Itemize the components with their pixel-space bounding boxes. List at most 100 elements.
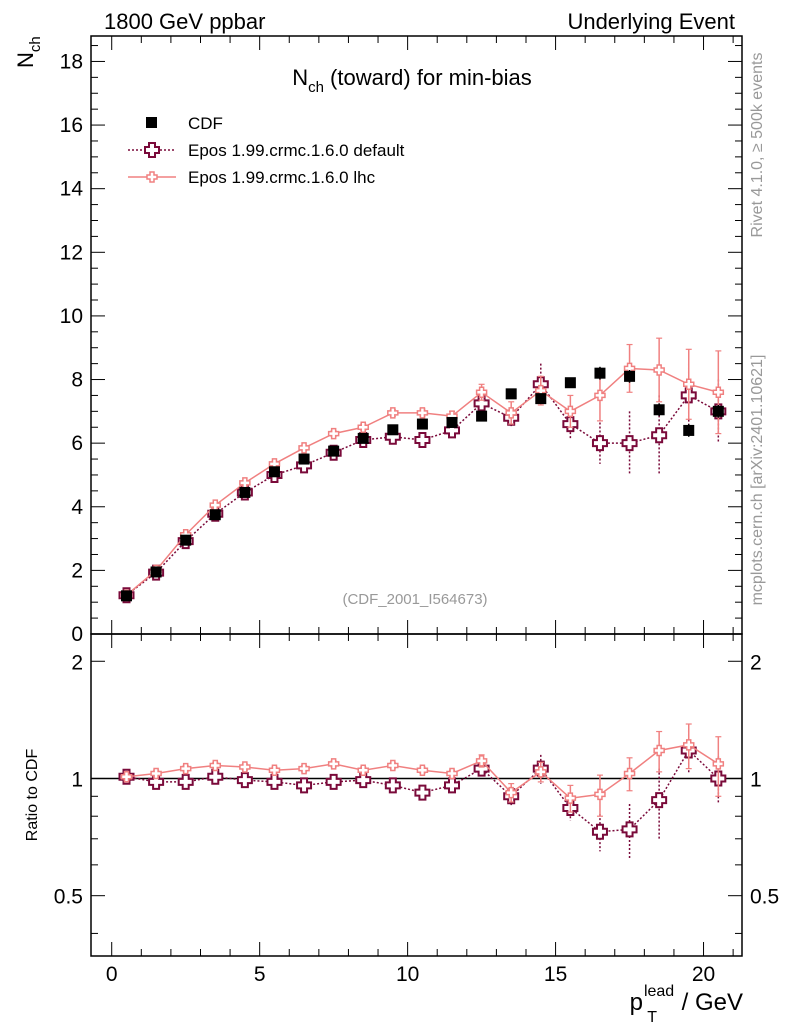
ratio-point-lhc	[209, 759, 222, 772]
main-y-tick-label: 12	[60, 241, 83, 264]
main-panel: 0 2 4 6 8 10 12 14 16 18	[60, 35, 743, 646]
ratio-point-default	[384, 777, 401, 794]
xlabel-main: p	[630, 989, 643, 1016]
ratio-point-lhc	[179, 762, 192, 775]
main-point-data	[328, 445, 340, 457]
ratio-y-tick-label-right: 0.5	[750, 886, 779, 909]
main-point-lhc	[653, 364, 665, 376]
ratio-panel: 0 5 10 15 20 0.5 0.5 1 1 2 2	[54, 633, 779, 986]
legend: CDF Epos 1.99.crmc.1.6.0 default Epos 1.…	[128, 114, 405, 187]
main-y-tick-label: 14	[60, 178, 84, 201]
xlabel-sup: lead	[644, 983, 674, 1000]
main-point-data	[476, 410, 488, 422]
ratio-y-tick-label-left: 0.5	[54, 886, 83, 909]
main-point-data	[712, 405, 724, 417]
ratio-point-lhc	[150, 767, 162, 780]
ratio-point-default	[651, 792, 668, 809]
main-point-data	[121, 590, 133, 602]
ratio-point-default	[296, 777, 313, 794]
ratio-point-lhc	[120, 771, 133, 783]
ratio-point-lhc	[653, 744, 665, 757]
ratio-point-lhc	[446, 767, 458, 780]
main-point-lhc	[475, 386, 488, 399]
main-point-default	[591, 435, 608, 452]
main-point-data	[150, 566, 162, 578]
ratio-ylabel: Ratio to CDF	[24, 749, 41, 842]
main-point-data	[683, 424, 695, 436]
ratio-point-default	[148, 773, 165, 790]
ratio-point-lhc	[416, 764, 429, 776]
ratio-point-default	[621, 821, 638, 838]
ratio-frame	[90, 633, 743, 957]
main-point-lhc	[416, 407, 429, 419]
x-tick-label: 0	[106, 963, 118, 986]
ratio-y-tick-label-right: 1	[750, 768, 762, 791]
legend-marker-lhc	[146, 171, 158, 183]
main-point-data	[505, 388, 517, 400]
ratio-point-default	[473, 760, 490, 777]
analysis-watermark: (CDF_2001_I564673)	[342, 591, 487, 608]
main-y-tick-label: 6	[71, 432, 83, 455]
ratio-point-default	[236, 772, 253, 789]
ratio-point-lhc	[327, 758, 340, 770]
main-point-lhc	[594, 389, 606, 402]
ratio-point-lhc	[298, 762, 310, 775]
main-y-tick-label: 4	[71, 496, 83, 519]
ratio-point-lhc	[505, 786, 517, 799]
main-point-default	[414, 431, 431, 448]
main-point-data	[416, 418, 428, 430]
main-point-data	[624, 370, 636, 382]
main-y-tick-label: 2	[71, 559, 83, 582]
x-axis-label: plead T / GeV	[630, 983, 743, 1024]
ratio-point-lhc	[712, 758, 725, 770]
ratio-y-tick-label-left: 2	[71, 651, 83, 674]
ratio-point-lhc	[535, 766, 547, 778]
main-point-data	[209, 509, 221, 521]
main-y-tick-label: 16	[60, 114, 83, 137]
legend-label-lhc: Epos 1.99.crmc.1.6.0 lhc	[188, 168, 376, 187]
x-tick-label: 10	[396, 963, 419, 986]
main-ylabel: Nch	[13, 36, 44, 68]
ratio-point-default	[591, 823, 608, 840]
main-point-data	[653, 404, 665, 416]
main-point-lhc	[682, 378, 695, 391]
ratio-point-default	[355, 772, 372, 789]
main-line-lhc	[126, 367, 719, 596]
legend-label-default: Epos 1.99.crmc.1.6.0 default	[188, 141, 405, 160]
main-point-lhc	[712, 386, 725, 399]
main-title-rest: (toward) for min-bias	[324, 65, 532, 90]
header-right: Underlying Event	[567, 9, 735, 34]
ratio-point-lhc	[357, 764, 369, 776]
main-y-tick-label: 18	[60, 50, 83, 73]
main-point-data	[239, 486, 251, 498]
ratio-point-default	[207, 768, 224, 785]
xlabel-rest: / GeV	[675, 989, 743, 1016]
main-point-default	[621, 435, 638, 452]
main-point-data	[357, 432, 369, 444]
header-left: 1800 GeV ppbar	[104, 9, 265, 34]
x-tick-label: 15	[544, 963, 567, 986]
main-point-data	[564, 377, 576, 389]
x-tick-label: 20	[692, 963, 715, 986]
main-line-default	[126, 383, 719, 596]
main-point-default	[651, 427, 668, 444]
ratio-point-lhc	[564, 792, 577, 804]
main-ylabel-main: N	[13, 52, 38, 68]
ratio-point-default	[177, 773, 194, 790]
ratio-point-lhc	[239, 761, 251, 773]
main-point-data	[298, 453, 310, 465]
main-y-tick-label: 8	[71, 369, 83, 392]
main-point-lhc	[298, 442, 310, 454]
ratio-point-lhc	[623, 767, 636, 780]
ratio-point-lhc	[268, 764, 281, 776]
ratio-point-default	[414, 784, 431, 801]
main-point-data	[594, 367, 606, 379]
main-title: Nch (toward) for min-bias	[292, 65, 532, 96]
mcplots-label: mcplots.cern.ch [arXiv:2401.10621]	[749, 355, 766, 606]
main-point-data	[180, 534, 192, 546]
ratio-y-tick-label-right: 2	[750, 651, 762, 674]
ratio-point-default	[444, 777, 461, 794]
main-point-lhc	[505, 407, 517, 419]
ratio-point-default	[325, 773, 342, 790]
